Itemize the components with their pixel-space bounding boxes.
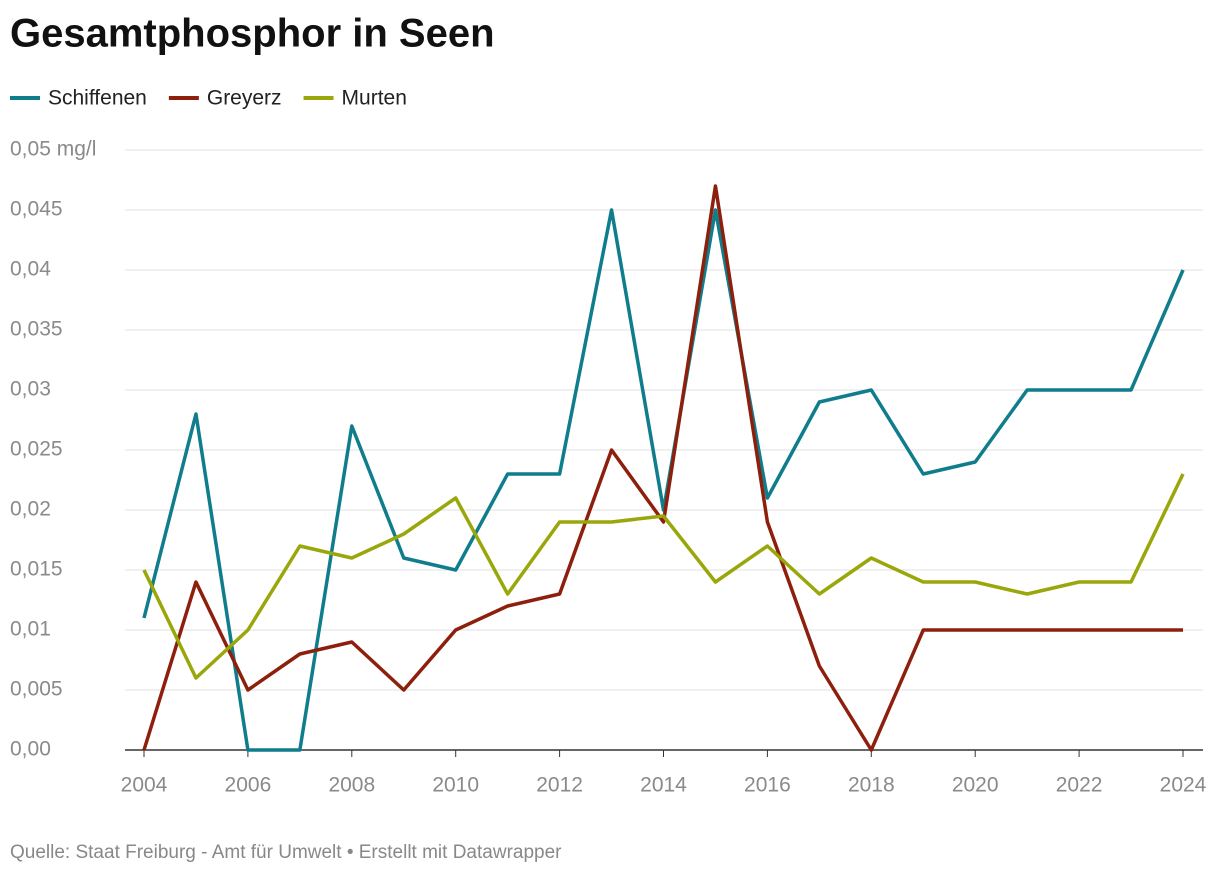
x-tick-label: 2004 (121, 774, 168, 797)
y-tick-label: 0,00 (10, 738, 51, 761)
x-tick-label: 2008 (328, 774, 375, 797)
legend-label: Greyerz (207, 87, 282, 110)
y-tick-label: 0,005 (10, 678, 63, 701)
y-tick-label: 0,035 (10, 318, 63, 341)
x-tick-label: 2006 (225, 774, 272, 797)
x-tick-label: 2016 (744, 774, 791, 797)
y-tick-label: 0,01 (10, 618, 51, 641)
series-line (142, 184, 1183, 752)
chart-title: Gesamtphosphor in Seen (10, 12, 495, 56)
legend-label: Murten (342, 87, 407, 110)
x-tick-label: 2014 (640, 774, 687, 797)
x-tick-label: 2010 (432, 774, 479, 797)
y-tick-label: 0,05 mg/l (10, 138, 96, 161)
x-tick-label: 2012 (536, 774, 583, 797)
y-tick-label: 0,04 (10, 258, 51, 281)
x-tick-label: 2018 (848, 774, 895, 797)
x-tick-label: 2020 (952, 774, 999, 797)
x-tick-label: 2024 (1160, 774, 1207, 797)
y-tick-label: 0,025 (10, 438, 63, 461)
legend-label: Schiffenen (48, 87, 147, 110)
x-tick-label: 2022 (1056, 774, 1103, 797)
series-line (142, 208, 1185, 752)
series-line (142, 473, 1185, 680)
y-tick-label: 0,045 (10, 198, 63, 221)
y-tick-label: 0,015 (10, 558, 63, 581)
y-tick-label: 0,03 (10, 378, 51, 401)
source: Quelle: Staat Freiburg - Amt für Umwelt … (10, 842, 562, 863)
y-tick-label: 0,02 (10, 498, 51, 521)
